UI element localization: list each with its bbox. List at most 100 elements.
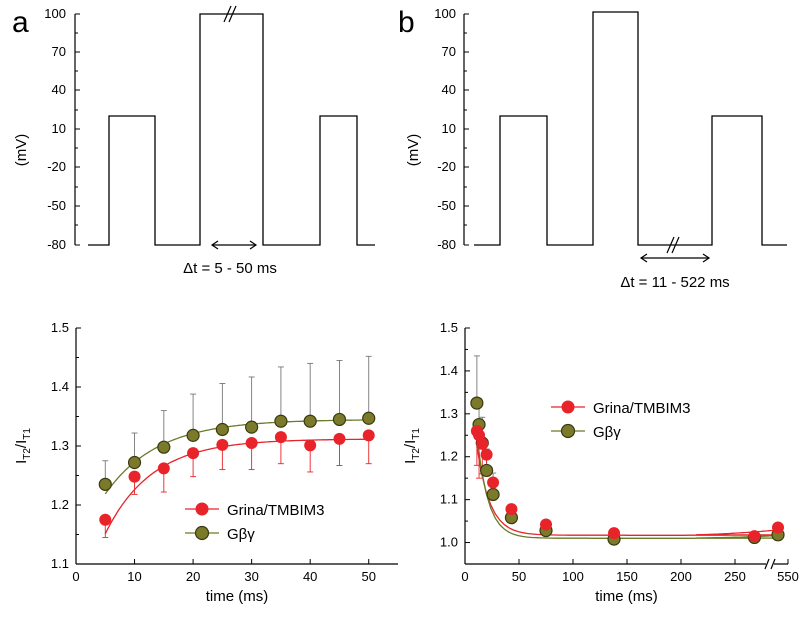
chart-b: 1.0 1.1 1.2 1.3 1.4 1.5 0 50 100 150 200 250 550 time… [402, 320, 799, 605]
axis-break-mark [770, 558, 776, 570]
y-tick-label: 1.3 [51, 438, 69, 453]
legend-label: Gβγ [593, 424, 621, 441]
point-gbg [486, 487, 500, 502]
protocol-b-tick-label: -80 [437, 237, 456, 252]
point-gbg [127, 455, 142, 470]
x-tick-label: 200 [670, 569, 692, 584]
x-axis-label: time (ms) [595, 588, 658, 605]
legend-marker [560, 423, 576, 439]
legend-label: Grina/TMBIM3 [593, 400, 691, 417]
y-axis-label-subscript: T2 [411, 448, 422, 460]
point-grina [505, 503, 518, 516]
fit-curve [476, 436, 779, 539]
point-gbg [157, 440, 171, 454]
y-axis-label: IT2/IT1 [13, 428, 33, 464]
point-grina [245, 437, 258, 450]
point-grina [274, 431, 287, 444]
fit-curve [104, 438, 369, 534]
panel-label-b: b [398, 6, 415, 39]
protocol-a-tick-label: -50 [47, 198, 66, 213]
x-tick-label: 0 [461, 569, 468, 584]
protocol-a-trace [88, 13, 375, 246]
y-tick-label: 1.0 [440, 535, 458, 550]
point-grina [476, 437, 489, 450]
protocol-a: 100 70 40 10 -20 -50 -80 (mV) Δt = 5 - 5… [13, 5, 375, 277]
protocol-b-tick-label: 10 [442, 121, 456, 136]
protocol-a-break-mark [223, 5, 237, 23]
legend-marker [195, 502, 209, 516]
protocol-a-tick-label: -80 [47, 237, 66, 252]
y-axis-label-part: /I [402, 440, 419, 448]
protocol-a-y-ticks [75, 13, 80, 246]
point-grina [128, 470, 141, 483]
x-tick-label: 20 [186, 569, 200, 584]
protocol-a-delta-arrow [210, 240, 258, 250]
protocol-b-tick-label: -20 [437, 159, 456, 174]
point-grina [187, 447, 200, 460]
point-grina [480, 448, 493, 461]
x-tick-label: 550 [777, 569, 799, 584]
y-tick-label: 1.4 [440, 363, 458, 378]
y-tick-label: 1.2 [51, 497, 69, 512]
point-grina [333, 432, 346, 445]
x-tick-label: 250 [724, 569, 746, 584]
point-grina [772, 521, 784, 534]
protocol-a-tick-label: 40 [52, 82, 66, 97]
protocol-b-delta-arrow [639, 253, 711, 263]
point-grina [99, 513, 112, 526]
fit-curve [476, 446, 779, 536]
point-gbg [362, 411, 376, 425]
protocol-a-tick-label: 100 [44, 6, 66, 21]
y-axis-label-part: I [402, 460, 419, 464]
y-axis-label-part: I [13, 460, 30, 464]
protocol-b-tick-label: 100 [434, 6, 456, 21]
axis-break-mark [764, 558, 770, 570]
y-tick-label: 1.1 [440, 492, 458, 507]
protocol-b-tick-label: 40 [442, 82, 456, 97]
point-gbg [98, 477, 112, 491]
protocol-b-ylabel: (mV) [405, 134, 422, 167]
protocol-b-tick-label: 70 [442, 44, 456, 59]
x-tick-label: 30 [244, 569, 258, 584]
legend-label: Gβγ [227, 526, 255, 543]
y-axis-label: IT2/IT1 [402, 428, 422, 464]
protocol-b-break-mark [666, 236, 680, 254]
point-grina [748, 530, 761, 543]
point-gbg [332, 412, 347, 427]
x-tick-label: 40 [303, 569, 317, 584]
protocol-b: 100 70 40 10 -20 -50 -80 (mV) Δt = 11 - … [405, 6, 787, 291]
point-gbg [186, 428, 200, 442]
legend-label: Grina/TMBIM3 [227, 502, 325, 519]
protocol-a-tick-label: 10 [52, 121, 66, 136]
protocol-a-ylabel: (mV) [13, 134, 30, 167]
y-axis-label-part: /I [13, 440, 30, 448]
chart-a: 1.1 1.2 1.3 1.4 1.5 0 10 20 30 40 50 time (ms) IT2/I… [13, 320, 398, 605]
point-gbg [470, 396, 484, 410]
protocol-b-tick-label: -50 [437, 198, 456, 213]
legend-marker [194, 525, 210, 541]
x-tick-label: 0 [72, 569, 79, 584]
point-grina [540, 518, 552, 531]
point-grina [487, 476, 500, 489]
point-gbg [274, 414, 288, 428]
point-grina [362, 429, 375, 442]
point-gbg [215, 422, 229, 437]
x-tick-label: 50 [512, 569, 526, 584]
y-axis-label-subscript: T1 [411, 428, 422, 440]
point-grina [608, 527, 621, 540]
protocol-b-delta-label: Δt = 11 - 522 ms [620, 274, 729, 291]
x-tick-label: 10 [127, 569, 141, 584]
x-axis-label: time (ms) [206, 588, 269, 605]
point-grina [304, 439, 317, 452]
x-tick-label: 50 [361, 569, 375, 584]
protocol-a-tick-label: -20 [47, 159, 66, 174]
axis-break-gap [766, 561, 774, 567]
protocol-a-delta-label: Δt = 5 - 50 ms [183, 260, 277, 277]
y-axis-label-subscript: T1 [22, 428, 33, 440]
protocol-b-y-ticks [464, 13, 469, 246]
y-axis-label-subscript: T2 [22, 448, 33, 460]
protocol-a-tick-label: 70 [52, 44, 66, 59]
fit-curve [104, 419, 369, 495]
protocol-b-trace [474, 11, 787, 246]
